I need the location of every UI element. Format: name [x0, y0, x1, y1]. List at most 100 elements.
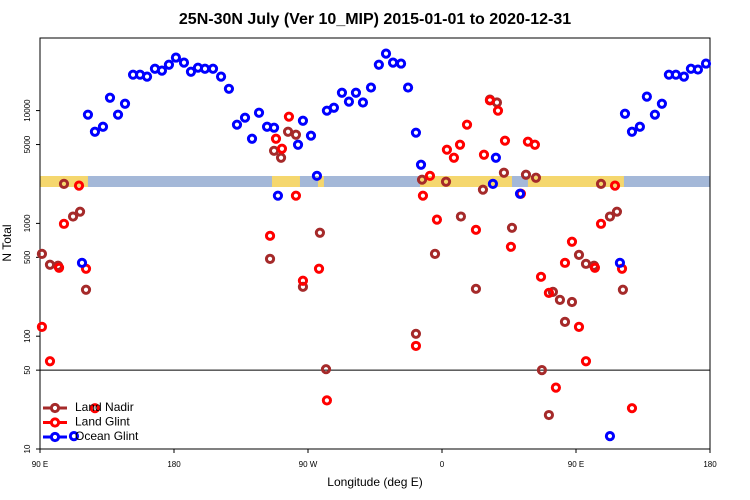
ocean-band [40, 176, 710, 187]
point [656, 98, 668, 109]
point [505, 241, 517, 252]
point [611, 206, 623, 217]
point [272, 190, 284, 201]
point [566, 236, 578, 247]
y-tick-label: 500 [23, 250, 32, 264]
point [297, 275, 309, 286]
point [410, 340, 422, 352]
point [283, 111, 295, 122]
point [595, 218, 607, 229]
point [44, 259, 56, 270]
point [530, 172, 542, 183]
point [73, 180, 85, 191]
point [336, 87, 348, 98]
point [424, 170, 436, 181]
point [499, 135, 511, 146]
point [470, 224, 482, 235]
point [53, 262, 65, 273]
point [68, 431, 80, 442]
land-band [527, 176, 624, 187]
legend-label: Land Glint [75, 415, 130, 429]
point [692, 64, 704, 75]
plot-frame [39, 37, 711, 450]
point [387, 57, 399, 68]
point [350, 87, 362, 98]
point [514, 188, 526, 199]
point [589, 262, 601, 273]
land-band [271, 176, 300, 187]
point [614, 257, 626, 268]
y-tick-label: 1000 [23, 214, 32, 232]
point [74, 206, 86, 217]
point [410, 328, 422, 339]
point [595, 178, 607, 189]
point [343, 96, 355, 107]
point [44, 356, 56, 367]
point [119, 98, 131, 109]
x-tick-label: 90 E [568, 460, 584, 469]
point [634, 121, 645, 132]
point [290, 190, 302, 201]
y-axis-label: N Total [0, 224, 14, 261]
point [455, 211, 467, 222]
x-tick-label: 90 W [299, 460, 318, 469]
point [239, 112, 251, 123]
point [76, 257, 88, 268]
y-tick-label: 10 [23, 444, 32, 453]
point [529, 139, 541, 150]
point [429, 248, 441, 259]
point [580, 258, 592, 269]
point [441, 144, 453, 155]
point [82, 109, 94, 120]
point [290, 129, 302, 140]
point [454, 139, 466, 150]
x-tick-label: 180 [167, 460, 181, 469]
point [36, 248, 48, 259]
point [626, 126, 638, 137]
point [156, 65, 168, 76]
point [313, 263, 325, 274]
x-tick-label: 90 E [32, 460, 48, 469]
point [700, 58, 712, 69]
land-band [419, 176, 512, 187]
point [617, 284, 629, 295]
point [141, 71, 153, 82]
point [448, 152, 460, 163]
point [264, 253, 276, 264]
point [297, 115, 309, 126]
point [626, 403, 638, 414]
y-tick-label: 100 [23, 329, 32, 343]
y-tick-label: 10000 [23, 99, 32, 122]
point [89, 126, 101, 137]
point [478, 149, 490, 160]
point [292, 139, 304, 150]
point [268, 145, 280, 156]
point [477, 184, 489, 195]
point [559, 257, 571, 268]
point [580, 356, 592, 367]
point [112, 109, 124, 120]
point [410, 127, 422, 138]
point [36, 321, 48, 332]
point [373, 59, 384, 70]
point [270, 133, 282, 144]
point [487, 178, 499, 189]
y-tick-label: 5000 [23, 135, 32, 153]
point [275, 152, 287, 163]
point [566, 296, 578, 308]
point [380, 48, 392, 59]
point [67, 211, 79, 222]
point [484, 95, 496, 106]
x-axis-label: Longitude (deg E) [327, 475, 422, 489]
legend-label: Ocean Glint [75, 429, 139, 443]
point [97, 121, 109, 132]
point [461, 119, 473, 130]
point [641, 91, 652, 102]
point [357, 97, 369, 108]
point [170, 52, 182, 63]
point [80, 284, 92, 295]
x-tick-label: 180 [703, 460, 717, 469]
point [163, 59, 175, 70]
point [550, 382, 562, 393]
